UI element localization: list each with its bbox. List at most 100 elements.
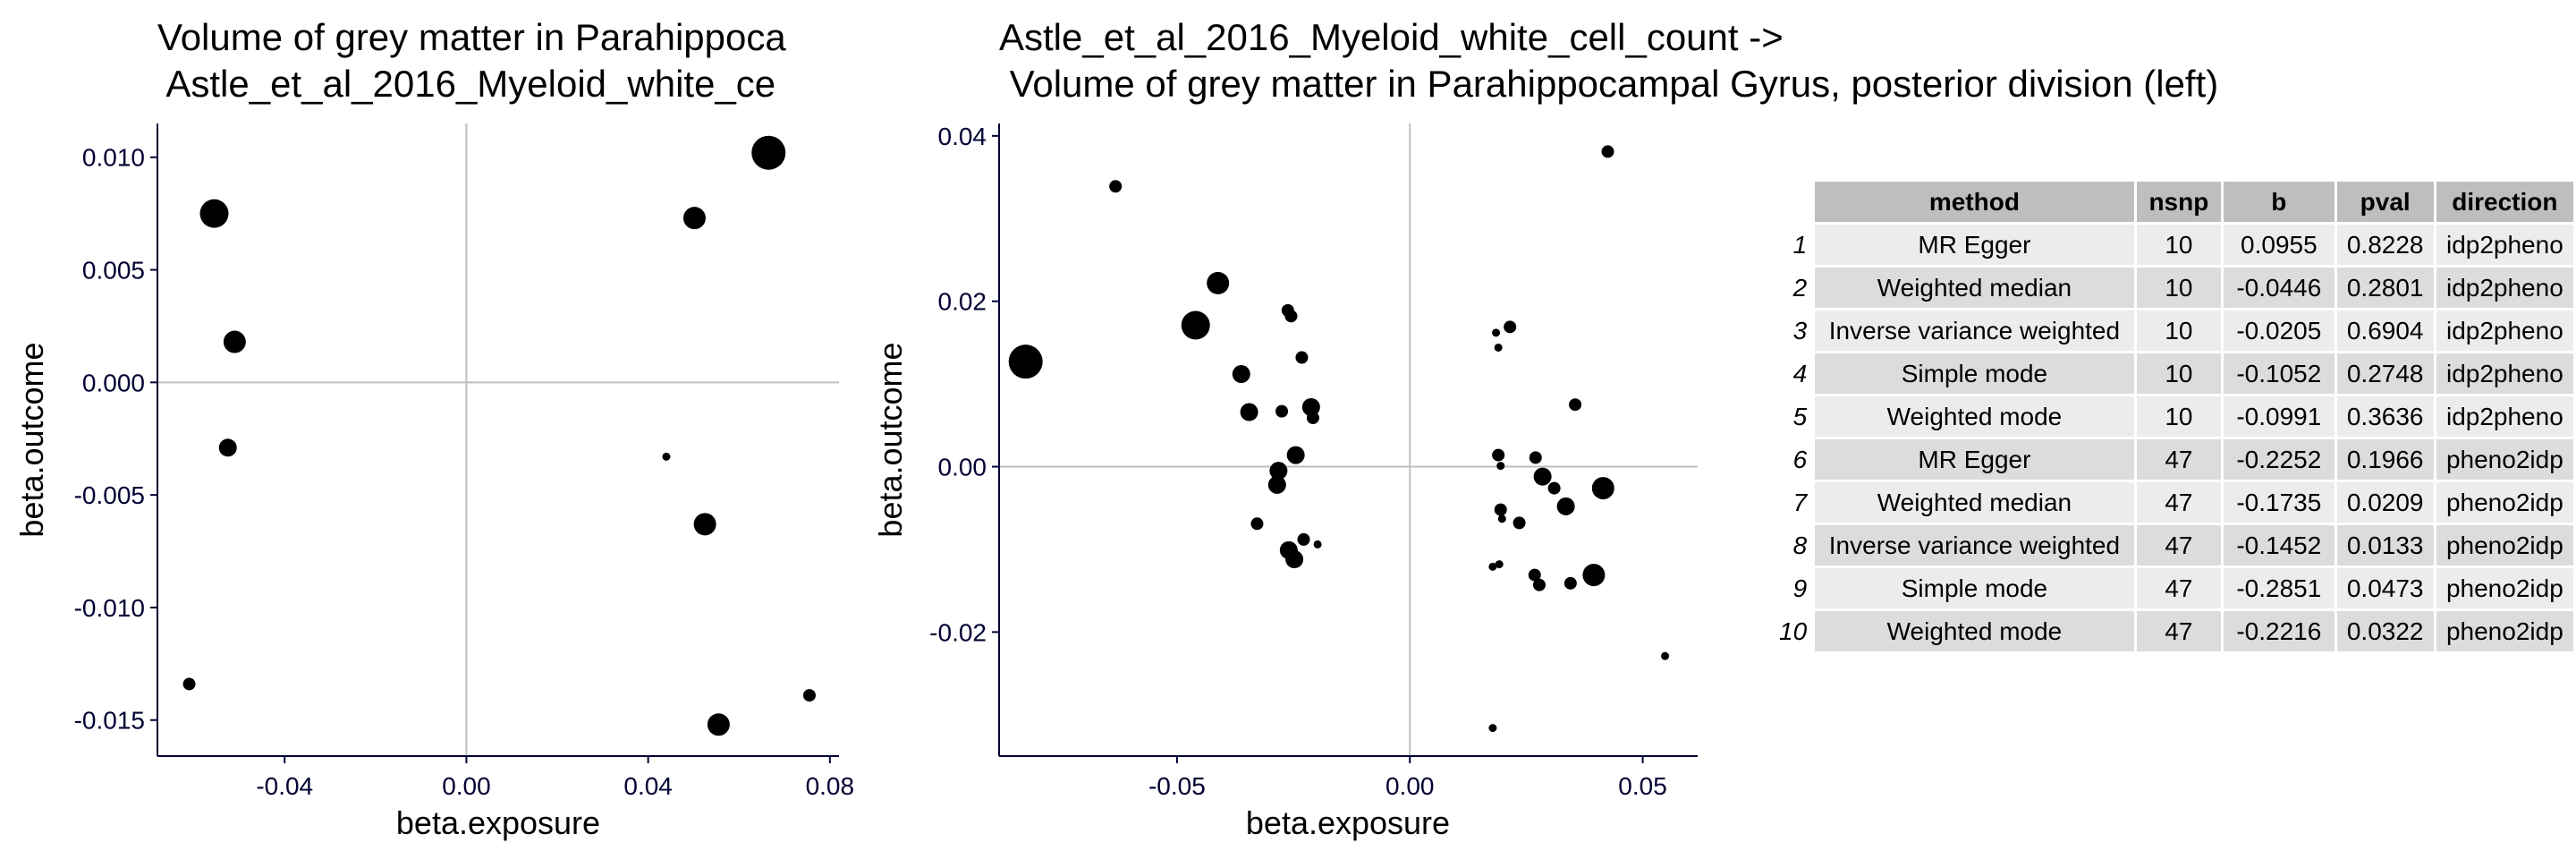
cell-pval: 0.2801 xyxy=(2336,268,2434,308)
data-point xyxy=(1306,412,1319,425)
row-number: 6 xyxy=(1792,445,1808,473)
x-tick-label: 0.08 xyxy=(806,772,855,800)
data-point xyxy=(1601,145,1614,158)
data-point xyxy=(1556,497,1575,515)
cell-direction: idp2pheno xyxy=(2436,225,2573,265)
data-point xyxy=(1275,404,1289,418)
cell-b: -0.2851 xyxy=(2224,568,2334,608)
chart-title: Astle_et_al_2016_Myeloid_white_cell_coun… xyxy=(999,16,2218,105)
row-number: 10 xyxy=(1779,617,1808,645)
data-point xyxy=(1547,481,1561,495)
data-point xyxy=(1286,446,1305,464)
data-point xyxy=(1497,515,1506,523)
data-point xyxy=(1297,532,1310,546)
cell-method: Inverse variance weighted xyxy=(1815,525,2134,566)
cell-nsnp: 10 xyxy=(2136,310,2222,351)
cell-method: Weighted median xyxy=(1815,482,2134,523)
cell-nsnp: 47 xyxy=(2136,525,2222,566)
column-header-direction: direction xyxy=(2436,182,2573,222)
row-number: 9 xyxy=(1792,574,1808,602)
cell-pval: 0.1966 xyxy=(2336,439,2434,480)
table-row: 6 MR Egger 47 -0.2252 0.1966 pheno2idp xyxy=(1779,439,2573,480)
cell-method: Weighted mode xyxy=(1815,396,2134,437)
data-point xyxy=(1504,320,1517,334)
table-row: 4 Simple mode 10 -0.1052 0.2748 idp2pheno xyxy=(1779,353,2573,394)
y-tick-label: -0.015 xyxy=(74,707,145,735)
y-axis-label: beta.outcome xyxy=(13,342,50,537)
data-point xyxy=(693,513,716,536)
cell-pval: 0.6904 xyxy=(2336,310,2434,351)
cell-b: -0.1052 xyxy=(2224,353,2334,394)
data-point xyxy=(223,330,246,353)
row-number: 4 xyxy=(1792,359,1808,387)
y-tick-label: 0.000 xyxy=(82,369,145,396)
data-point xyxy=(1181,310,1210,340)
cell-b: -0.1735 xyxy=(2224,482,2334,523)
table-row: 3 Inverse variance weighted 10 -0.0205 0.690… xyxy=(1779,310,2573,351)
cell-method: MR Egger xyxy=(1815,439,2134,480)
data-point xyxy=(218,438,237,457)
y-tick-label: 0.02 xyxy=(938,288,987,316)
x-axis-label: beta.exposure xyxy=(1246,804,1450,841)
y-tick-label: -0.010 xyxy=(74,594,145,622)
column-header-nsnp: nsnp xyxy=(2136,182,2222,222)
data-point xyxy=(1232,365,1250,384)
data-point xyxy=(1532,578,1546,591)
cell-method: Weighted mode xyxy=(1815,611,2134,651)
x-tick-label: 0.05 xyxy=(1618,772,1667,800)
data-point xyxy=(1494,343,1503,352)
data-point xyxy=(1301,397,1320,416)
data-point xyxy=(1563,576,1577,590)
data-point xyxy=(1492,448,1505,462)
cell-b: -0.0205 xyxy=(2224,310,2334,351)
mr-results-table: method nsnp b pval direction 1 MR Egger 10… xyxy=(1776,179,2576,654)
data-point xyxy=(707,713,730,736)
cell-pval: 0.3636 xyxy=(2336,396,2434,437)
cell-pval: 0.2748 xyxy=(2336,353,2434,394)
data-point xyxy=(1495,560,1504,569)
cell-nsnp: 10 xyxy=(2136,268,2222,308)
cell-direction: idp2pheno xyxy=(2436,268,2573,308)
y-tick-label: 0.04 xyxy=(938,123,987,150)
scatter-panel-left: Volume of grey matter in Parahippoca Ast… xyxy=(13,16,854,841)
data-point xyxy=(1496,462,1505,471)
cell-direction: pheno2idp xyxy=(2436,482,2573,523)
x-tick-label: -0.05 xyxy=(1148,772,1206,800)
data-point xyxy=(1488,562,1497,571)
cell-nsnp: 47 xyxy=(2136,439,2222,480)
data-point xyxy=(1591,477,1614,500)
data-point xyxy=(1295,351,1309,364)
data-point xyxy=(1284,310,1298,323)
data-point xyxy=(1285,550,1304,569)
x-tick-label: 0.00 xyxy=(1385,772,1435,800)
x-tick-label: -0.04 xyxy=(256,772,313,800)
data-point xyxy=(662,452,671,461)
x-tick-label: 0.00 xyxy=(442,772,491,800)
cell-nsnp: 10 xyxy=(2136,225,2222,265)
cell-nsnp: 10 xyxy=(2136,353,2222,394)
chart-title-line: Astle_et_al_2016_Myeloid_white_cell_coun… xyxy=(999,16,1784,58)
cell-direction: pheno2idp xyxy=(2436,611,2573,651)
cell-direction: idp2pheno xyxy=(2436,310,2573,351)
data-point xyxy=(1250,517,1264,531)
cell-pval: 0.0209 xyxy=(2336,482,2434,523)
cell-direction: pheno2idp xyxy=(2436,439,2573,480)
table-row: 5 Weighted mode 10 -0.0991 0.3636 idp2pheno xyxy=(1779,396,2573,437)
row-number: 8 xyxy=(1792,531,1808,559)
cell-direction: idp2pheno xyxy=(2436,353,2573,394)
table-row: 8 Inverse variance weighted 47 -0.1452 0.013… xyxy=(1779,525,2573,566)
data-point xyxy=(1492,328,1501,337)
y-tick-label: 0.00 xyxy=(938,454,987,481)
data-point xyxy=(1533,467,1552,486)
cell-nsnp: 47 xyxy=(2136,482,2222,523)
cell-method: MR Egger xyxy=(1815,225,2134,265)
row-number: 3 xyxy=(1792,316,1808,344)
cell-nsnp: 47 xyxy=(2136,611,2222,651)
table-row: 1 MR Egger 10 0.0955 0.8228 idp2pheno xyxy=(1779,225,2573,265)
y-tick-label: 0.005 xyxy=(82,257,145,285)
data-point xyxy=(1529,451,1542,464)
cell-method: Simple mode xyxy=(1815,353,2134,394)
row-number-header xyxy=(1779,182,1812,222)
x-tick-label: 0.04 xyxy=(623,772,673,800)
